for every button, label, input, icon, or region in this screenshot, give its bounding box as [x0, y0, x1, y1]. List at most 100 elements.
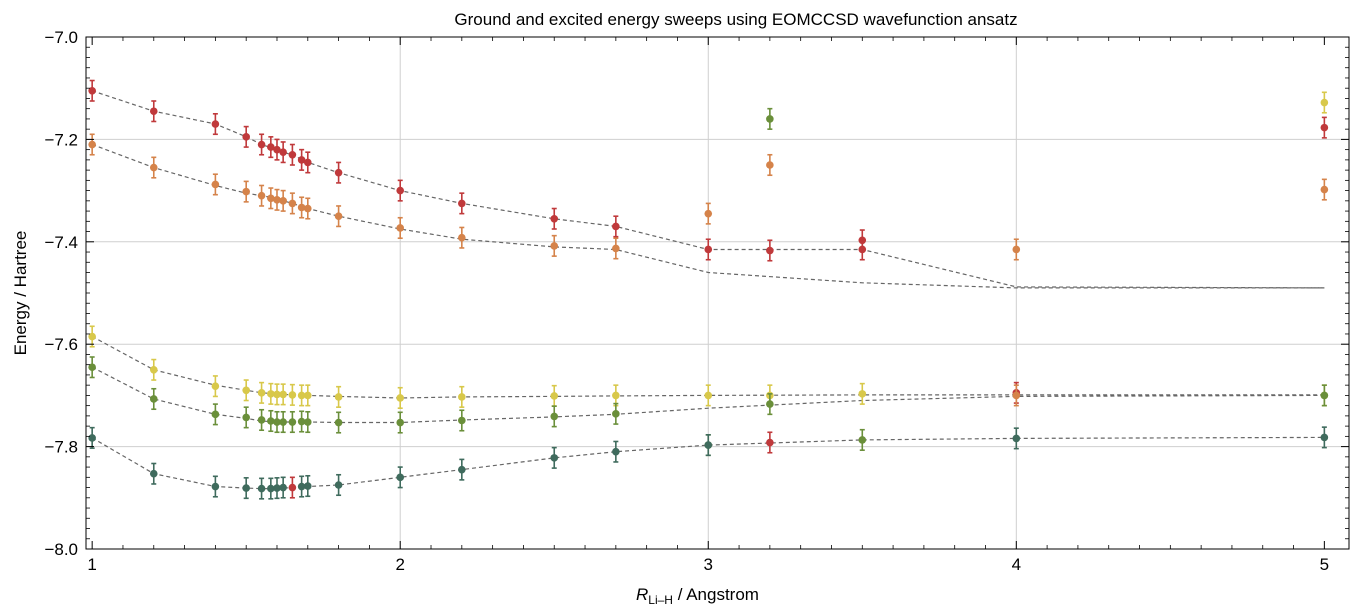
data-point: [458, 233, 466, 242]
data-point: [1012, 245, 1021, 254]
data-point: [396, 224, 405, 232]
data-point: [458, 465, 466, 474]
data-point: [242, 386, 250, 395]
data-point: [267, 417, 275, 425]
data-point: [1320, 98, 1329, 107]
data-point: [279, 148, 287, 156]
data-point: [267, 484, 275, 493]
data-point: [550, 454, 559, 462]
data-point: [550, 214, 559, 223]
data-point: [297, 391, 306, 400]
data-point: [334, 168, 343, 177]
data-point: [88, 434, 96, 442]
data-point: [612, 410, 620, 418]
data-point: [273, 390, 281, 399]
data-point: [257, 191, 266, 200]
data-point: [288, 199, 297, 208]
y-tick-label: −7.0: [44, 28, 78, 47]
chart-title: Ground and excited energy sweeps using E…: [454, 10, 1017, 29]
reference-curve: [91, 366, 1325, 424]
reference-curves: [91, 90, 1325, 490]
x-tick-label: 5: [1320, 555, 1329, 574]
data-point: [458, 416, 466, 425]
data-point: [704, 209, 713, 218]
data-point: [550, 392, 559, 400]
reference-curve: [91, 143, 1325, 289]
data-point: [458, 393, 466, 401]
data-point: [149, 107, 158, 116]
y-tick-label: −7.6: [44, 335, 78, 354]
data-point: [279, 483, 287, 492]
data-point: [88, 363, 96, 372]
data-point: [211, 482, 220, 491]
data-point: [1320, 433, 1329, 442]
x-axis-label-subscript: Li–H: [648, 593, 673, 606]
data-point: [766, 438, 774, 447]
series-teal: [88, 426, 1329, 500]
data-point: [242, 484, 250, 492]
data-point: [303, 418, 312, 426]
series-orange: [88, 133, 1329, 407]
data-point: [334, 418, 343, 427]
x-tick-label: 2: [395, 555, 404, 574]
data-point: [273, 145, 281, 154]
data-point: [612, 391, 620, 400]
data-point: [704, 245, 713, 254]
y-tick-label: −8.0: [44, 540, 78, 559]
data-point: [612, 244, 620, 253]
data-point: [279, 197, 287, 205]
data-point: [257, 140, 266, 149]
axes: 1 2 3 4 5 −8.0 −7.8 −7.6 −7.4 −7.2 −7.0: [44, 28, 1349, 574]
data-point: [766, 246, 774, 255]
data-point: [88, 86, 96, 95]
data-point: [257, 416, 266, 424]
data-point: [396, 473, 405, 482]
data-point: [149, 163, 158, 172]
data-point: [273, 484, 281, 492]
data-point: [612, 222, 620, 231]
data-point: [279, 390, 287, 399]
data-point: [396, 394, 405, 402]
reference-curve: [91, 335, 1325, 399]
data-point: [279, 418, 287, 426]
data-point: [211, 382, 220, 390]
data-point: [267, 390, 275, 398]
data-point: [88, 140, 96, 149]
data-point: [242, 133, 250, 141]
data-point: [257, 389, 266, 397]
data-point: [766, 400, 774, 408]
data-point: [267, 143, 275, 151]
data-point: [334, 393, 343, 401]
data-point: [766, 161, 774, 169]
data-point: [704, 391, 713, 400]
data-point: [1320, 123, 1329, 132]
data-point: [257, 484, 266, 493]
data-points: [88, 79, 1329, 500]
y-tick-label: −7.8: [44, 438, 78, 457]
data-point: [297, 156, 306, 164]
data-point: [303, 482, 312, 490]
data-point: [297, 482, 306, 491]
data-point: [273, 418, 281, 426]
data-point: [288, 418, 297, 426]
data-point: [334, 212, 343, 220]
data-point: [288, 150, 297, 159]
data-point: [211, 410, 220, 419]
data-point: [1012, 434, 1021, 443]
data-point: [766, 115, 774, 123]
data-point: [303, 204, 312, 213]
data-point: [149, 469, 158, 478]
data-point: [288, 391, 297, 399]
data-point: [1320, 391, 1329, 400]
data-point: [273, 196, 281, 204]
x-axis-label-symbol: R: [636, 585, 648, 604]
x-axis-label: RLi–H / Angstrom: [636, 585, 759, 606]
data-point: [88, 332, 96, 341]
x-tick-label: 1: [87, 555, 96, 574]
data-point: [612, 447, 620, 456]
y-axis-label: Energy / Hartree: [11, 231, 30, 356]
data-point: [858, 390, 867, 398]
data-point: [303, 391, 312, 400]
series-red: [766, 431, 774, 454]
